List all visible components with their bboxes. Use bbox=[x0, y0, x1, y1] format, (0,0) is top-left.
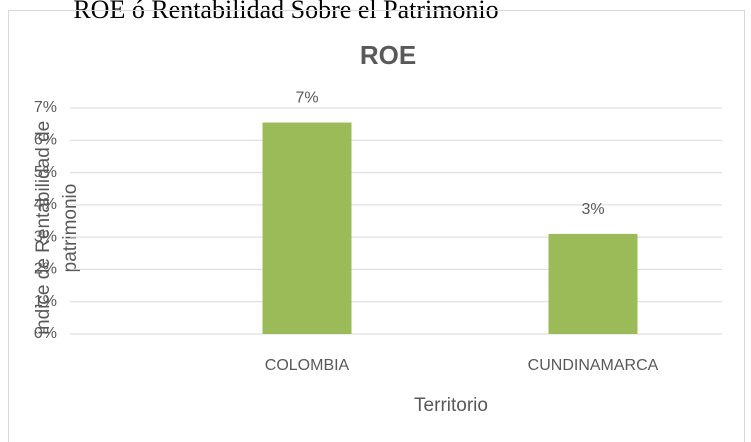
y-tick-label: 0% bbox=[34, 325, 57, 342]
y-tick-label: 5% bbox=[34, 164, 57, 181]
y-tick-label: 4% bbox=[34, 196, 57, 213]
x-tick-label: COLOMBIA bbox=[265, 357, 350, 374]
bar bbox=[548, 233, 638, 334]
y-tick-label: 2% bbox=[34, 261, 57, 278]
chart-frame bbox=[8, 10, 745, 442]
y-tick-label: 1% bbox=[34, 293, 57, 310]
y-tick-label: 7% bbox=[34, 99, 57, 116]
y-axis-label: patrimonio bbox=[60, 184, 81, 273]
page-title: ROE ó Rentabilidad Sobre el Patrimonio bbox=[73, 0, 498, 24]
x-axis-label: Territorio bbox=[414, 395, 488, 416]
x-tick-label: CUNDINAMARCA bbox=[528, 357, 659, 374]
y-tick-label: 6% bbox=[34, 132, 57, 149]
chart-title: ROE bbox=[360, 40, 416, 70]
data-label: 7% bbox=[295, 90, 318, 107]
y-tick-label: 3% bbox=[34, 228, 57, 245]
bar bbox=[262, 122, 352, 335]
data-label: 3% bbox=[581, 201, 604, 218]
y-axis-label: índice de Rentabilidad de bbox=[33, 121, 54, 335]
